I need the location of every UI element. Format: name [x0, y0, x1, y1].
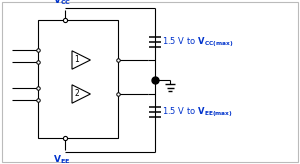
Text: $\mathbf{V_{EE}}$: $\mathbf{V_{EE}}$: [53, 153, 70, 164]
Text: 1: 1: [74, 55, 79, 64]
Text: 1.5 V to $\mathbf{V_{CC(max)}}$: 1.5 V to $\mathbf{V_{CC(max)}}$: [162, 35, 233, 49]
Bar: [38, 20, 118, 138]
Text: $\mathbf{V_{CC}}$: $\mathbf{V_{CC}}$: [53, 0, 71, 7]
Text: 1.5 V to $\mathbf{V_{EE(max)}}$: 1.5 V to $\mathbf{V_{EE(max)}}$: [162, 105, 233, 119]
Text: 2: 2: [74, 90, 79, 99]
